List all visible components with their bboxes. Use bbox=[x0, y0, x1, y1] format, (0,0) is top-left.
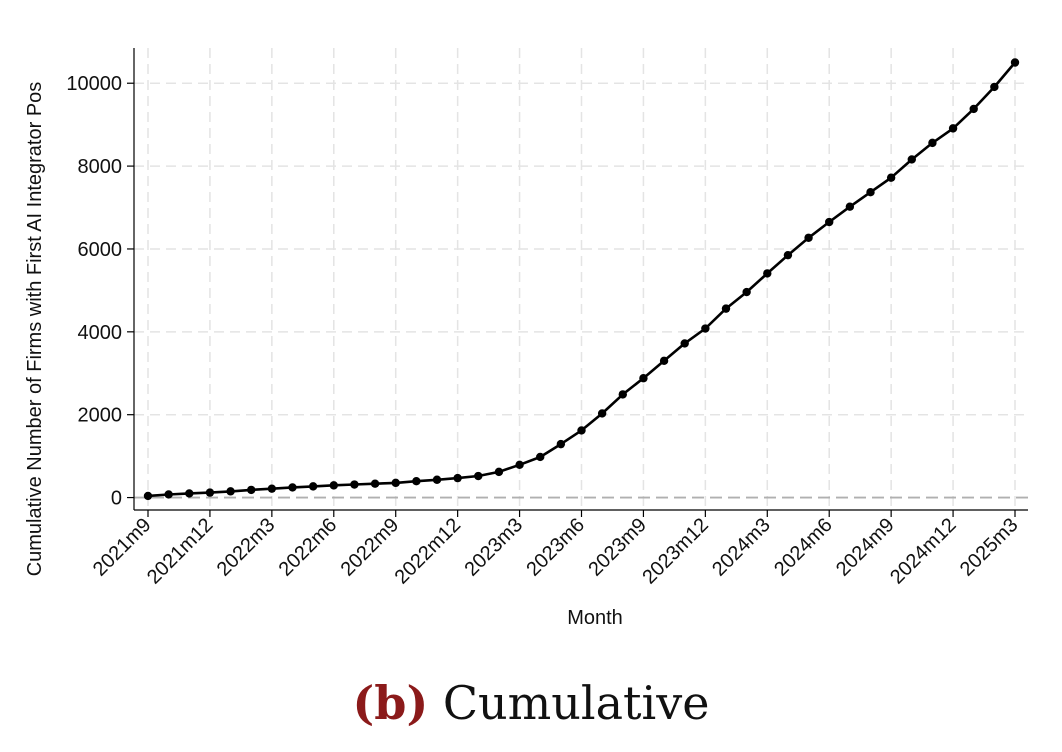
y-tick-label: 4000 bbox=[78, 322, 123, 344]
y-tick-label: 2000 bbox=[78, 405, 123, 427]
data-point bbox=[969, 104, 978, 114]
data-point bbox=[226, 487, 235, 496]
series-layer bbox=[143, 58, 1020, 501]
x-tick-label: 2025m3 bbox=[956, 514, 1023, 581]
data-point bbox=[205, 488, 215, 497]
data-point bbox=[721, 304, 731, 313]
x-tick-label: 2021m12 bbox=[143, 514, 218, 589]
data-point bbox=[350, 480, 359, 489]
data-point bbox=[948, 124, 958, 133]
data-point bbox=[886, 173, 896, 182]
axes-layer bbox=[127, 48, 1028, 517]
data-point bbox=[742, 287, 751, 297]
data-point bbox=[556, 439, 566, 449]
labels-layer: 02000400060008000100002021m92021m122022m… bbox=[24, 73, 1023, 629]
data-point bbox=[185, 489, 194, 498]
grid-layer bbox=[134, 48, 1028, 510]
data-point bbox=[329, 481, 338, 490]
data-point bbox=[267, 484, 277, 493]
data-point bbox=[536, 452, 545, 462]
data-point bbox=[845, 202, 855, 211]
data-point bbox=[391, 478, 400, 488]
x-tick-label: 2024m6 bbox=[770, 514, 837, 581]
data-point bbox=[308, 482, 318, 491]
data-point bbox=[866, 187, 875, 197]
y-axis-label: Cumulative Number of Firms with First AI… bbox=[24, 82, 46, 577]
data-point bbox=[164, 490, 173, 499]
line-chart: 02000400060008000100002021m92021m122022m… bbox=[24, 48, 1028, 629]
data-point bbox=[639, 374, 648, 383]
data-point bbox=[701, 324, 710, 333]
data-point bbox=[825, 217, 834, 227]
data-point bbox=[288, 483, 297, 492]
x-tick-label: 2024m3 bbox=[708, 514, 775, 581]
data-point bbox=[515, 460, 524, 470]
caption-text: Cumulative bbox=[442, 676, 710, 730]
data-point bbox=[804, 233, 813, 242]
data-point bbox=[928, 138, 937, 148]
figure-caption: (b) Cumulative bbox=[0, 680, 1062, 726]
y-tick-label: 6000 bbox=[78, 239, 123, 261]
y-tick-label: 8000 bbox=[78, 156, 123, 178]
data-point bbox=[763, 269, 772, 278]
x-tick-label: 2023m6 bbox=[522, 514, 589, 581]
data-point bbox=[412, 477, 421, 486]
x-tick-label: 2022m3 bbox=[213, 514, 280, 581]
data-point bbox=[783, 250, 793, 260]
x-tick-label: 2023m12 bbox=[638, 514, 713, 589]
y-tick-label: 10000 bbox=[66, 73, 122, 95]
data-point bbox=[247, 485, 256, 495]
caption-label: (b) bbox=[352, 676, 429, 730]
data-point bbox=[597, 409, 607, 418]
y-tick-label: 0 bbox=[111, 488, 122, 510]
data-point bbox=[1010, 58, 1020, 67]
data-point bbox=[990, 82, 999, 92]
x-tick-label: 2023m3 bbox=[460, 514, 527, 581]
data-point bbox=[680, 339, 689, 348]
data-point bbox=[143, 491, 153, 501]
x-axis-label: Month bbox=[567, 607, 623, 629]
data-point bbox=[453, 473, 462, 483]
data-point bbox=[494, 467, 504, 477]
data-point bbox=[370, 479, 380, 488]
data-point bbox=[618, 390, 627, 399]
data-point bbox=[432, 475, 442, 484]
x-tick-label: 2022m12 bbox=[391, 514, 466, 589]
data-point bbox=[907, 155, 916, 164]
x-tick-label: 2024m12 bbox=[886, 514, 961, 589]
data-point bbox=[577, 426, 586, 435]
data-point bbox=[659, 356, 669, 366]
data-point bbox=[474, 471, 483, 481]
x-tick-label: 2022m6 bbox=[275, 514, 342, 581]
